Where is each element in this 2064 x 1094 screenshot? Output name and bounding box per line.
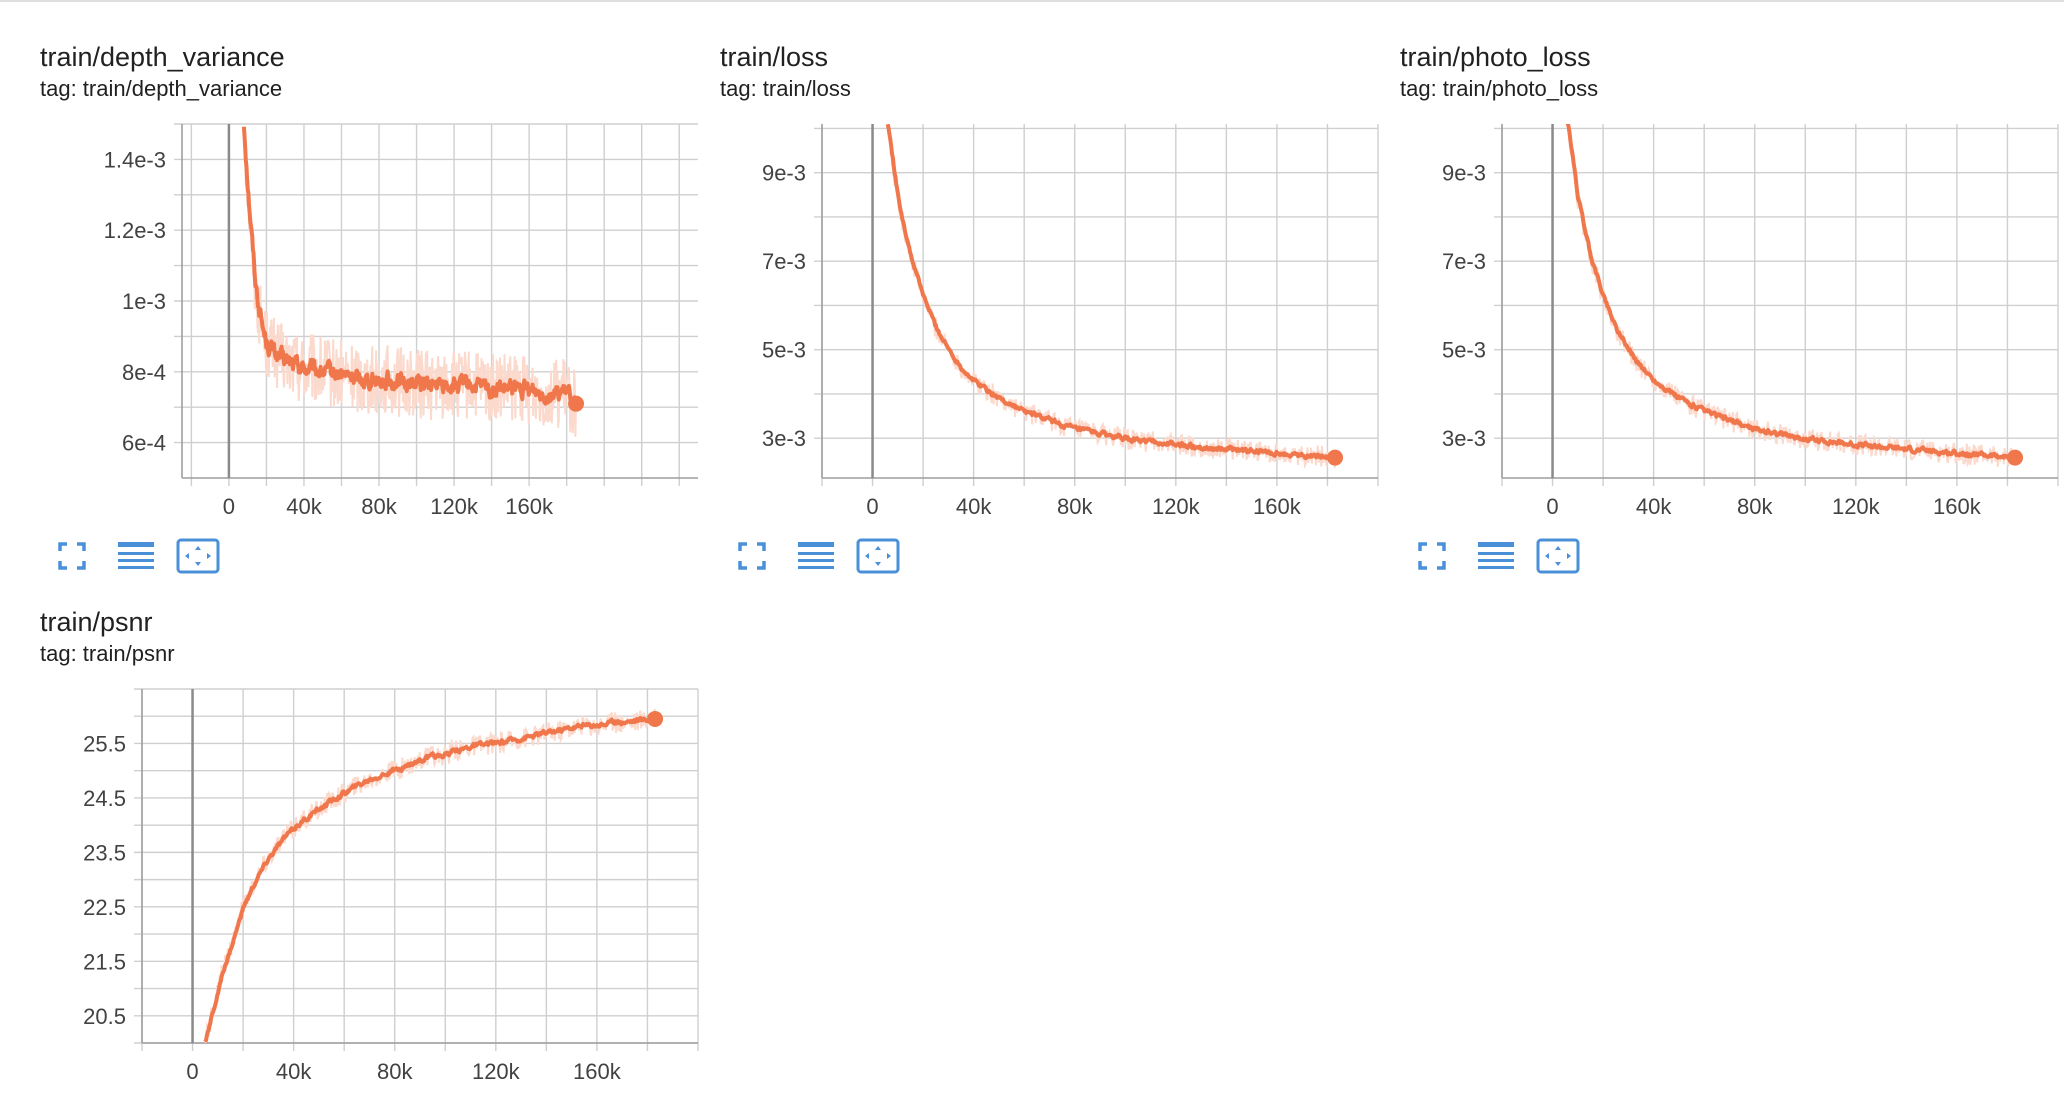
y-tick-label: 1.4e-3 xyxy=(104,147,166,172)
fit-domain-button[interactable] xyxy=(176,534,220,578)
x-tick-label: 120k xyxy=(472,1059,521,1084)
y-tick-label: 9e-3 xyxy=(1442,161,1486,186)
x-tick-label: 0 xyxy=(186,1059,198,1084)
card-psnr: train/psnr tag: train/psnr 0 40k 80k 120k 16… xyxy=(0,565,699,1094)
fit-domain-button[interactable] xyxy=(856,534,900,578)
x-tick-label: 40k xyxy=(956,494,992,519)
x-tick-label: 160k xyxy=(1933,494,1982,519)
data-table-button[interactable] xyxy=(114,534,158,578)
y-tick-label: 7e-3 xyxy=(1442,249,1486,274)
y-tick-label: 24.5 xyxy=(83,786,126,811)
card-loss: train/loss tag: train/loss 0 40k 80k 120k 16… xyxy=(680,0,1379,590)
fullscreen-icon xyxy=(738,542,766,570)
fit-domain-icon xyxy=(856,538,900,574)
fullscreen-button[interactable] xyxy=(50,534,94,578)
series-endpoint xyxy=(647,710,664,727)
x-tick-label: 0 xyxy=(866,494,878,519)
data-table-icon xyxy=(1478,542,1514,569)
series-raw-line xyxy=(242,130,577,437)
card-tag: tag: train/depth_variance xyxy=(40,76,283,101)
y-tick-label: 5e-3 xyxy=(1442,338,1486,363)
data-table-button[interactable] xyxy=(794,534,838,578)
y-tick-label: 3e-3 xyxy=(762,426,806,451)
y-tick-label: 5e-3 xyxy=(762,338,806,363)
top-divider xyxy=(0,0,2064,2)
fit-domain-button[interactable] xyxy=(1536,534,1580,578)
x-tick-label: 160k xyxy=(1253,494,1302,519)
card-tag: tag: train/psnr xyxy=(40,641,175,666)
card-title: train/photo_loss xyxy=(1400,42,1591,72)
series-endpoint xyxy=(568,395,585,412)
fullscreen-button[interactable] xyxy=(1410,534,1454,578)
x-tick-label: 0 xyxy=(1546,494,1558,519)
data-table-icon xyxy=(118,542,154,569)
series-line xyxy=(1565,124,2017,461)
chart-plot[interactable]: 0 40k 80k 120k 160k 6e-4 8e-4 1e-3 1.2e-3 1.4e-3 xyxy=(0,0,698,590)
chart-plot[interactable]: 0 40k 80k 120k 160k 3e-3 5e-3 7e-3 9e-3 xyxy=(680,0,1379,590)
series-line xyxy=(203,715,657,1043)
x-tick-label: 160k xyxy=(573,1059,622,1084)
series-endpoint xyxy=(1327,449,1344,466)
x-tick-label: 120k xyxy=(1152,494,1201,519)
x-tick-label: 80k xyxy=(1057,494,1093,519)
x-tick-label: 120k xyxy=(430,494,479,519)
y-tick-label: 23.5 xyxy=(83,840,126,865)
fullscreen-icon xyxy=(58,542,86,570)
card-tag: tag: train/photo_loss xyxy=(1400,76,1599,101)
y-tick-label: 20.5 xyxy=(83,1004,126,1029)
fit-domain-icon xyxy=(176,538,220,574)
x-tick-label: 80k xyxy=(361,494,397,519)
fit-domain-icon xyxy=(1536,538,1580,574)
fullscreen-icon xyxy=(1418,542,1446,570)
x-tick-label: 80k xyxy=(1737,494,1773,519)
x-tick-label: 40k xyxy=(286,494,322,519)
card-tag: tag: train/loss xyxy=(720,76,851,101)
y-tick-label: 22.5 xyxy=(83,895,126,920)
card-title: train/psnr xyxy=(40,607,153,637)
x-tick-label: 40k xyxy=(1636,494,1672,519)
y-tick-label: 1.2e-3 xyxy=(104,218,166,243)
x-tick-label: 0 xyxy=(223,494,235,519)
data-table-button[interactable] xyxy=(1474,534,1518,578)
series-raw-line xyxy=(204,708,656,1043)
card-depth-variance: train/depth_variance tag: train/depth_va… xyxy=(0,0,698,590)
chart-plot[interactable]: 0 40k 80k 120k 160k 20.5 21.5 22.5 23.5 24.5 25.5 xyxy=(0,565,699,1094)
series-raw-line xyxy=(886,124,1336,470)
y-tick-label: 8e-4 xyxy=(122,360,166,385)
y-tick-label: 3e-3 xyxy=(1442,426,1486,451)
x-tick-label: 40k xyxy=(276,1059,312,1084)
series-line xyxy=(885,124,1337,462)
series-endpoint xyxy=(2007,449,2024,466)
y-tick-label: 21.5 xyxy=(83,949,126,974)
chart-plot[interactable]: 0 40k 80k 120k 160k 3e-3 5e-3 7e-3 9e-3 xyxy=(1360,0,2059,590)
card-title: train/depth_variance xyxy=(40,42,285,72)
y-tick-label: 7e-3 xyxy=(762,249,806,274)
y-tick-label: 6e-4 xyxy=(122,431,166,456)
y-tick-label: 9e-3 xyxy=(762,161,806,186)
y-tick-label: 25.5 xyxy=(83,731,126,756)
fullscreen-button[interactable] xyxy=(730,534,774,578)
x-tick-label: 160k xyxy=(505,494,554,519)
series-line xyxy=(241,126,578,411)
x-tick-label: 80k xyxy=(377,1059,413,1084)
data-table-icon xyxy=(798,542,834,569)
y-tick-label: 1e-3 xyxy=(122,289,166,314)
x-tick-label: 120k xyxy=(1832,494,1881,519)
card-photo-loss: train/photo_loss tag: train/photo_loss 0… xyxy=(1360,0,2059,590)
card-title: train/loss xyxy=(720,42,829,72)
